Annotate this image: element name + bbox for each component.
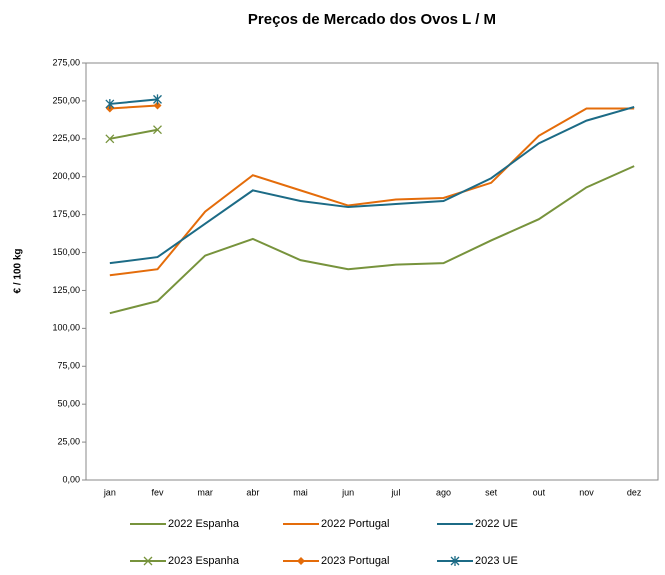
marker xyxy=(153,101,162,110)
y-axis-label: € / 100 kg xyxy=(13,248,24,293)
series-line xyxy=(109,165,635,315)
y-tick-label: 75,00 xyxy=(57,361,80,371)
y-tick-label: 150,00 xyxy=(52,247,80,257)
legend-label: 2022 Portugal xyxy=(321,518,390,530)
x-tick-label: jan xyxy=(103,487,116,497)
marker xyxy=(105,134,115,144)
legend-label: 2023 Portugal xyxy=(321,555,390,567)
y-tick-label: 25,00 xyxy=(57,436,80,446)
legend-label: 2022 UE xyxy=(475,518,518,530)
x-tick-label: mai xyxy=(293,487,308,497)
y-tick-label: 250,00 xyxy=(52,95,80,105)
legend-label: 2022 Espanha xyxy=(168,518,240,530)
x-tick-label: out xyxy=(533,487,546,497)
marker xyxy=(153,125,162,135)
x-tick-label: jun xyxy=(341,487,354,497)
y-tick-label: 225,00 xyxy=(52,133,80,143)
marker xyxy=(153,94,162,105)
y-tick-label: 50,00 xyxy=(57,399,80,409)
plot-frame xyxy=(85,62,659,481)
y-tick-label: 200,00 xyxy=(52,171,80,181)
series-line xyxy=(109,128,158,140)
x-tick-label: set xyxy=(485,487,498,497)
legend-label: 2023 Espanha xyxy=(168,555,240,567)
series-line xyxy=(109,98,158,105)
x-tick-label: abr xyxy=(246,487,259,497)
chart-title: Preços de Mercado dos Ovos L / M xyxy=(248,11,496,28)
series-line xyxy=(109,107,635,277)
series-line xyxy=(109,104,158,110)
x-tick-label: mar xyxy=(197,487,213,497)
y-tick-label: 125,00 xyxy=(52,285,80,295)
legend-label: 2023 UE xyxy=(475,555,518,567)
x-tick-label: ago xyxy=(436,487,451,497)
marker xyxy=(143,556,153,566)
x-tick-label: dez xyxy=(627,487,642,497)
y-tick-label: 275,00 xyxy=(52,57,80,67)
x-tick-label: nov xyxy=(579,487,594,497)
y-tick-label: 0,00 xyxy=(62,474,80,484)
x-tick-label: jul xyxy=(390,487,400,497)
marker xyxy=(450,556,460,566)
marker xyxy=(297,557,305,565)
y-tick-label: 175,00 xyxy=(52,209,80,219)
marker xyxy=(105,98,115,109)
x-tick-label: fev xyxy=(151,487,164,497)
y-tick-label: 100,00 xyxy=(52,323,80,333)
series-line xyxy=(109,106,635,265)
